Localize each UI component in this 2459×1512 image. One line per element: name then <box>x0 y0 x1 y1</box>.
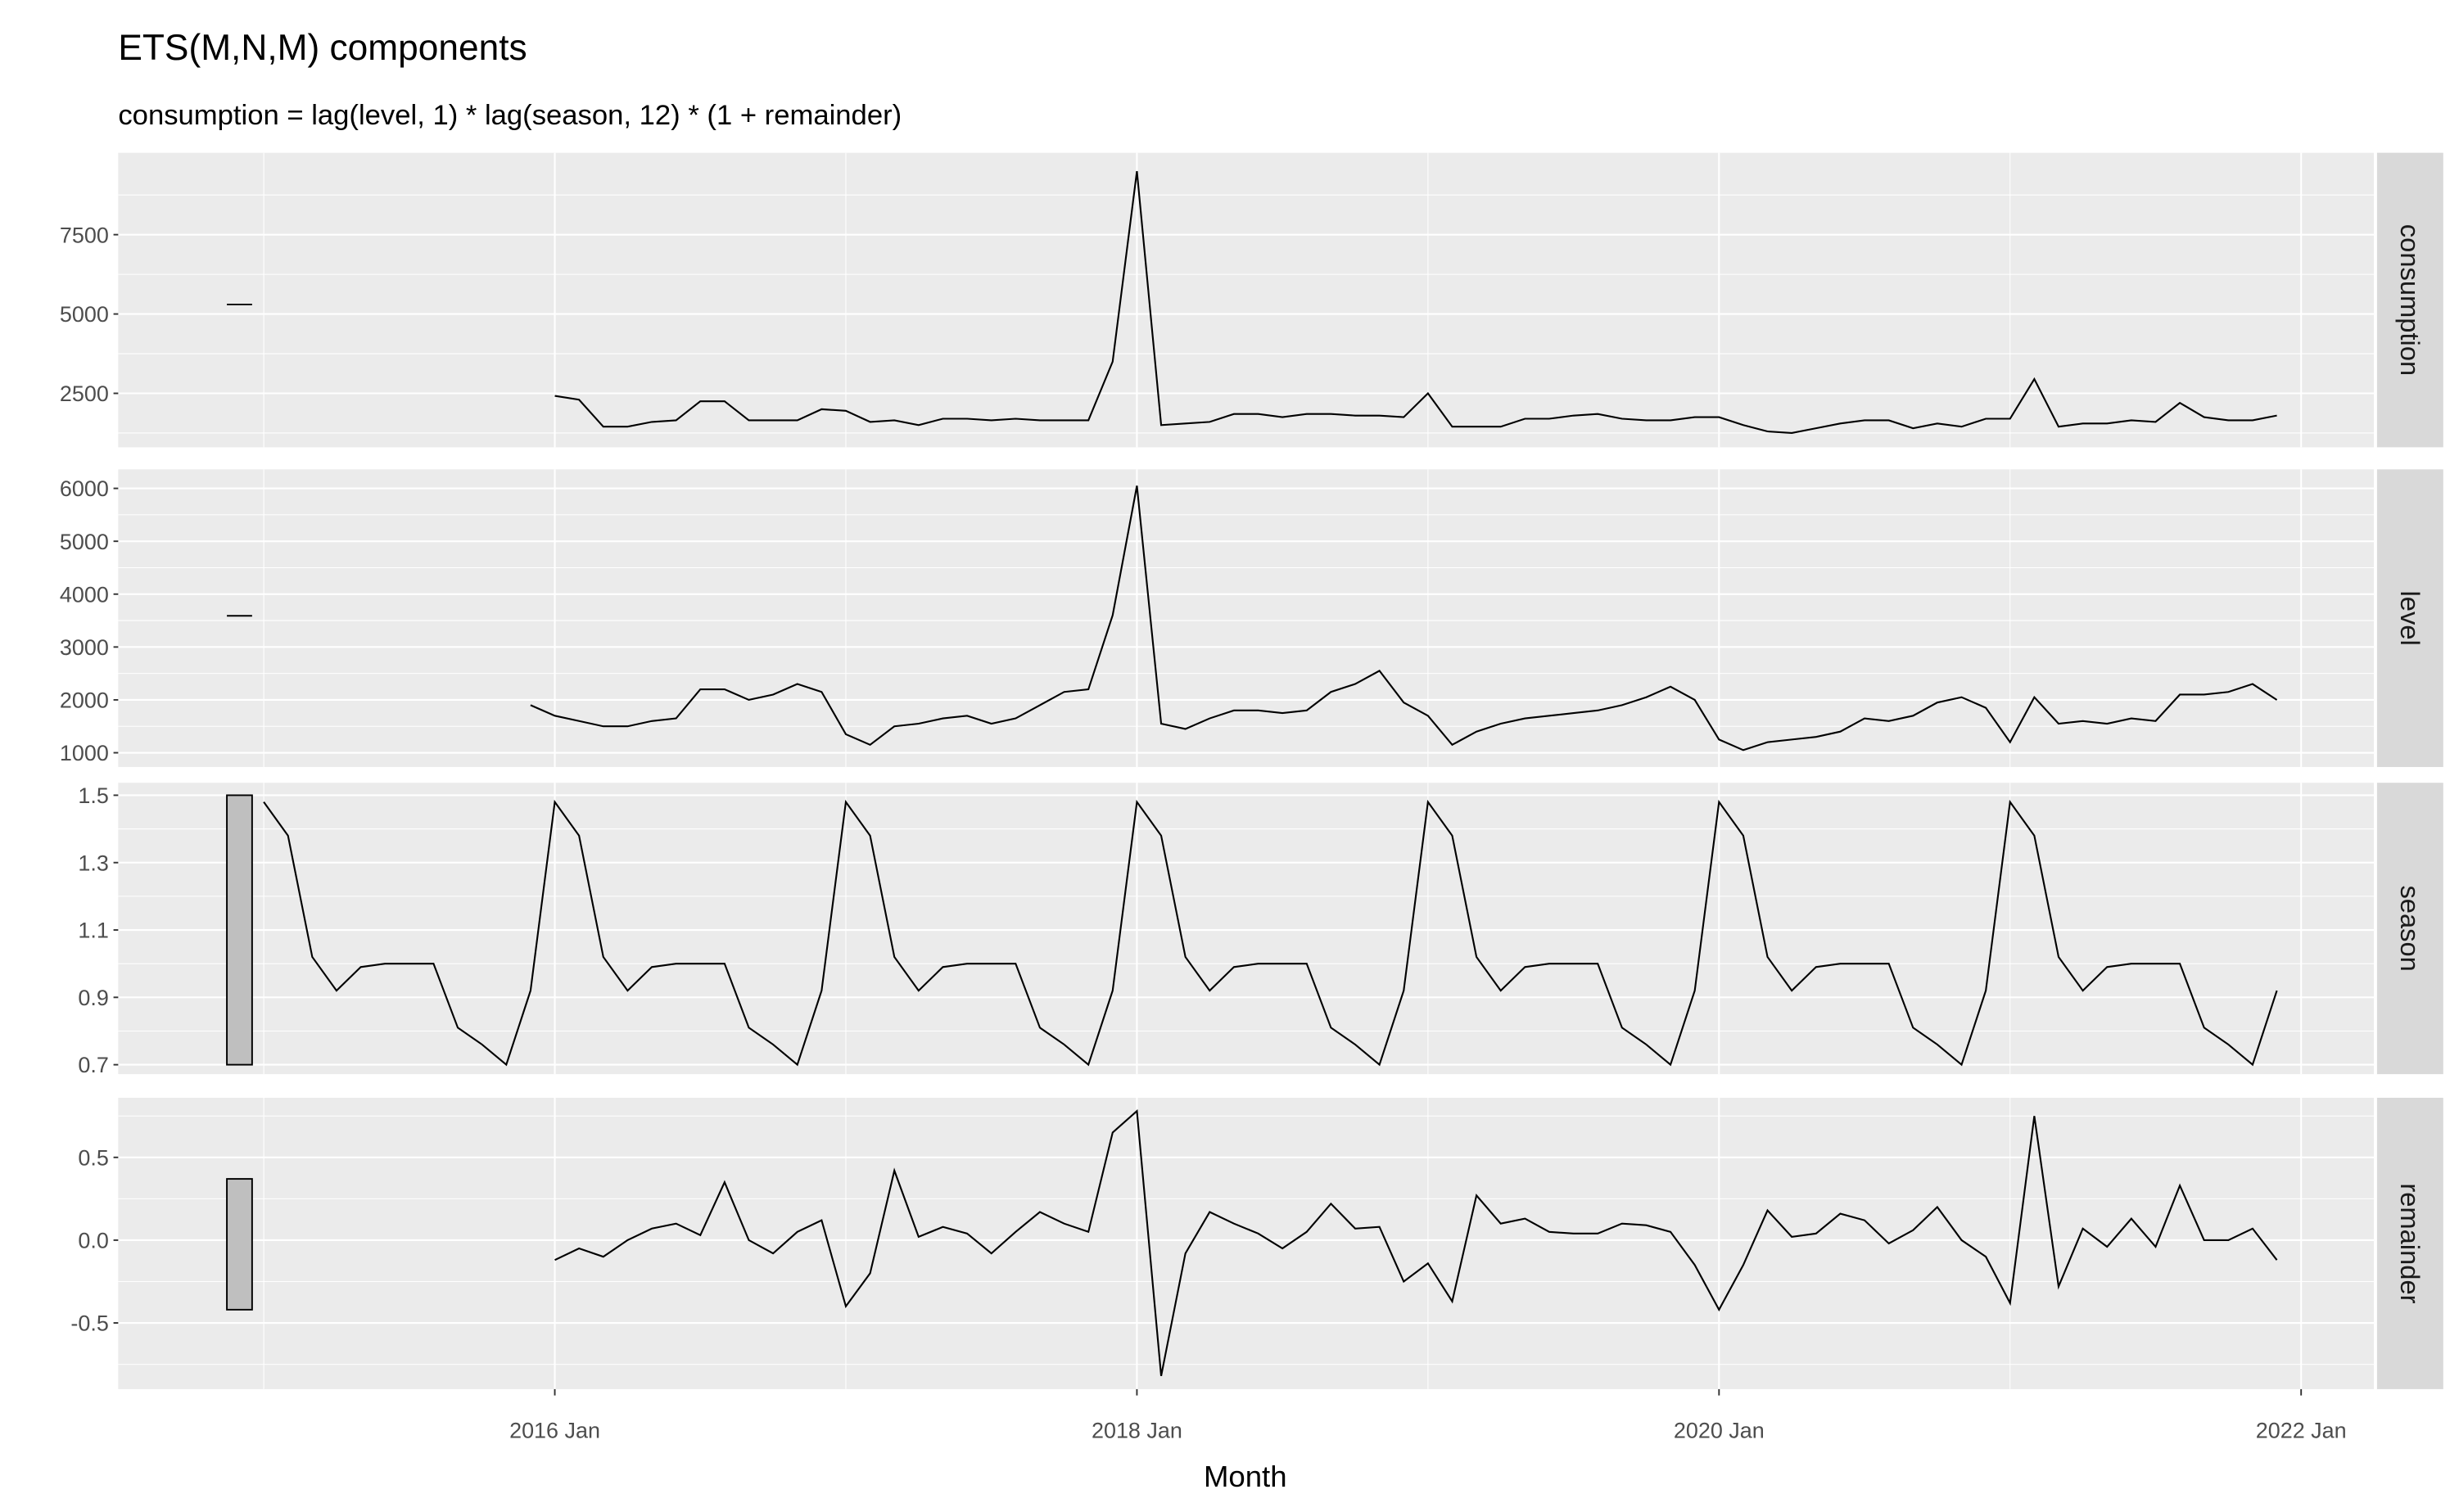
y-tick-label: 7500 <box>60 223 109 247</box>
x-tick-label: 2018 Jan <box>1092 1419 1182 1443</box>
y-tick-label: 2500 <box>60 381 109 406</box>
y-tick-label: 1000 <box>60 741 109 765</box>
x-axis-label: Month <box>1204 1460 1287 1493</box>
strip-label: remainder <box>2395 1183 2425 1303</box>
strip-label: season <box>2395 885 2425 971</box>
series-line <box>530 485 2278 751</box>
chart-title: ETS(M,N,M) components <box>118 28 527 68</box>
panel-background <box>118 1097 2375 1389</box>
panel-background <box>118 152 2375 448</box>
series-line <box>554 170 2277 435</box>
strip-label: consumption <box>2395 224 2425 376</box>
series-line <box>554 1108 2278 1376</box>
strip-background <box>2376 1097 2443 1389</box>
panel-background <box>118 783 2375 1075</box>
y-tick-label: 1.5 <box>78 783 108 808</box>
y-tick-label: 4000 <box>60 582 109 607</box>
series-line <box>263 799 2278 1067</box>
y-tick-label: 0.9 <box>78 986 108 1010</box>
x-tick-label: 2016 Jan <box>509 1419 600 1443</box>
initial-state-box <box>226 1178 253 1311</box>
y-tick-label: -0.5 <box>70 1311 108 1336</box>
chart-subtitle: consumption = lag(level, 1) * lag(season… <box>118 100 902 131</box>
y-tick-label: 0.0 <box>78 1229 108 1253</box>
y-tick-label: 6000 <box>60 476 109 501</box>
y-tick-label: 5000 <box>60 302 109 327</box>
strip-background <box>2376 152 2443 448</box>
y-tick-label: 2000 <box>60 688 109 713</box>
y-tick-label: 1.1 <box>78 918 108 943</box>
y-tick-label: 0.7 <box>78 1053 108 1077</box>
panel-background <box>118 469 2375 767</box>
y-tick-label: 0.5 <box>78 1145 108 1170</box>
strip-label: level <box>2395 591 2425 646</box>
strip-background <box>2376 783 2443 1075</box>
y-tick-label: 3000 <box>60 635 109 660</box>
initial-state-box <box>226 794 253 1066</box>
x-tick-label: 2022 Jan <box>2256 1419 2347 1443</box>
x-tick-label: 2020 Jan <box>1674 1419 1765 1443</box>
strip-background <box>2376 469 2443 767</box>
y-tick-label: 5000 <box>60 530 109 554</box>
y-tick-label: 1.3 <box>78 851 108 875</box>
